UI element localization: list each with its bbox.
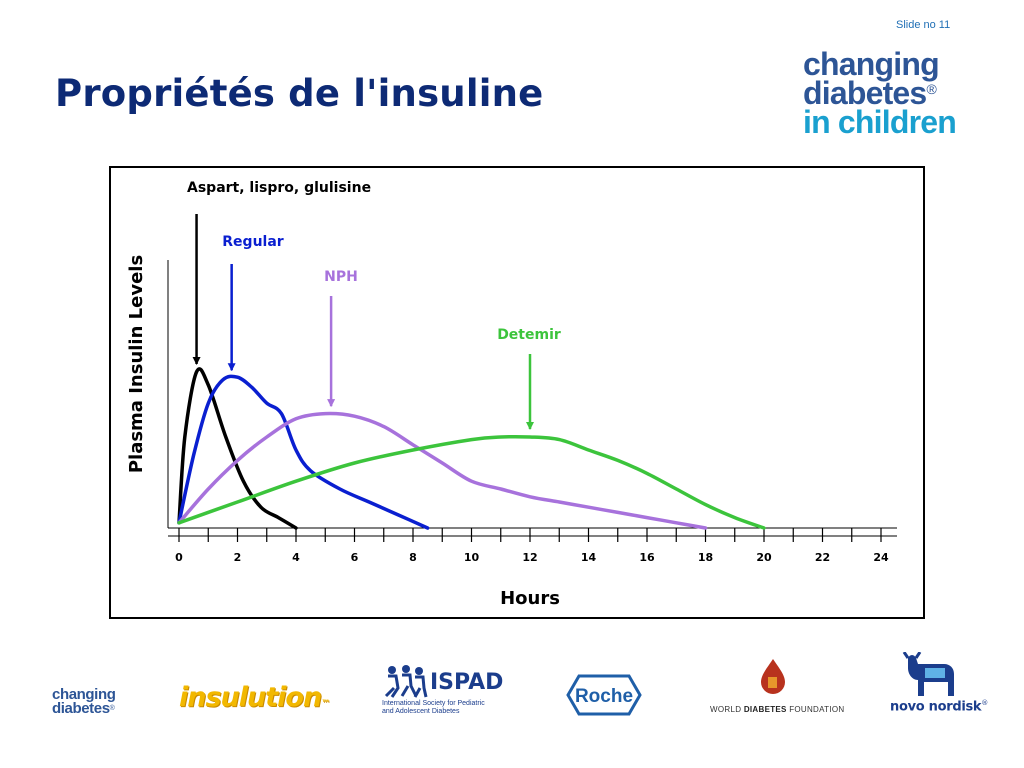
brand-line-2-text: diabetes <box>803 75 927 111</box>
ispad-logo: ISPAD International Society for Pediatri… <box>380 664 510 724</box>
x-tick-label: 24 <box>873 551 889 564</box>
changing-diabetes-brand-logo: changing diabetes® in children <box>803 46 957 140</box>
cd-footer-line-2-text: diabetes <box>52 700 110 717</box>
cd-footer-line-2: diabetes® <box>52 700 115 717</box>
novo-nordisk-text: novo nordisk® <box>890 699 988 714</box>
page-title: Propriétés de l'insuline <box>55 72 544 115</box>
x-axis-label: Hours <box>500 588 560 609</box>
x-tick-label: 8 <box>409 551 417 564</box>
y-axis-label: Plasma Insulin Levels <box>126 255 147 473</box>
ispad-name: ISPAD <box>430 670 504 695</box>
wdf-text: WORLD DIABETES FOUNDATION <box>710 705 845 714</box>
x-tick-label: 6 <box>351 551 359 564</box>
series-label-nph: NPH <box>324 269 358 285</box>
brand-line-1: changing <box>803 46 940 82</box>
brand-line-2: diabetes® <box>803 77 956 109</box>
series-line-regular <box>177 374 430 530</box>
insulution-tm: ™ <box>321 699 330 709</box>
brand-registered-mark: ® <box>926 81 936 97</box>
series-label-aspart: Aspart, lispro, glulisine <box>187 180 371 196</box>
ispad-figures-icon <box>384 665 428 698</box>
series-line-nph <box>177 411 708 530</box>
series-label-detemir: Detemir <box>497 327 561 343</box>
insulution-text: insulution <box>179 682 322 713</box>
ispad-subtitle-line-1: International Society for Pediatric <box>382 700 485 707</box>
x-tick-label: 2 <box>234 551 242 564</box>
novo-text: novo nordisk <box>890 699 982 715</box>
chart-frame: 0 2 4 6 8 10 12 14 16 18 20 22 24 Hours Plasma Insulin… <box>109 166 925 619</box>
brand-line-3: in children <box>803 104 957 140</box>
wdf-suffix: FOUNDATION <box>786 705 845 714</box>
x-tick-label: 22 <box>815 551 830 564</box>
wdf-drop-icon <box>758 658 788 694</box>
changing-diabetes-footer-logo: changing diabetes® <box>52 686 116 717</box>
x-tick-label: 12 <box>522 551 537 564</box>
novo-registered: ® <box>981 699 988 707</box>
x-tick-label: 20 <box>756 551 772 564</box>
x-tick-label: 14 <box>581 551 597 564</box>
cd-footer-line-1: changing <box>52 686 116 703</box>
roche-logo: Roche <box>566 674 642 716</box>
wdf-prefix: WORLD <box>710 705 744 714</box>
insulution-logo: insulution™ <box>179 682 330 713</box>
x-tick-label: 16 <box>639 551 655 564</box>
x-tick-label: 4 <box>292 551 300 564</box>
series-label-regular: Regular <box>222 234 284 250</box>
cd-footer-registered: ® <box>109 705 115 712</box>
x-tick-label: 0 <box>175 551 183 564</box>
novo-nordisk-bull-icon <box>898 651 962 698</box>
roche-hexagon-icon: Roche <box>566 674 642 716</box>
ispad-subtitle: International Society for Pediatric and … <box>382 700 512 716</box>
roche-text: Roche <box>575 686 633 707</box>
wdf-bold: DIABETES <box>743 705 787 714</box>
x-tick-label: 18 <box>698 551 713 564</box>
series-line-detemir <box>177 434 766 530</box>
x-tick-label: 10 <box>464 551 480 564</box>
ispad-subtitle-line-2: and Adolescent Diabetes <box>382 708 460 715</box>
series-line-aspart <box>177 367 298 530</box>
slide-number: Slide no 11 <box>896 19 951 31</box>
